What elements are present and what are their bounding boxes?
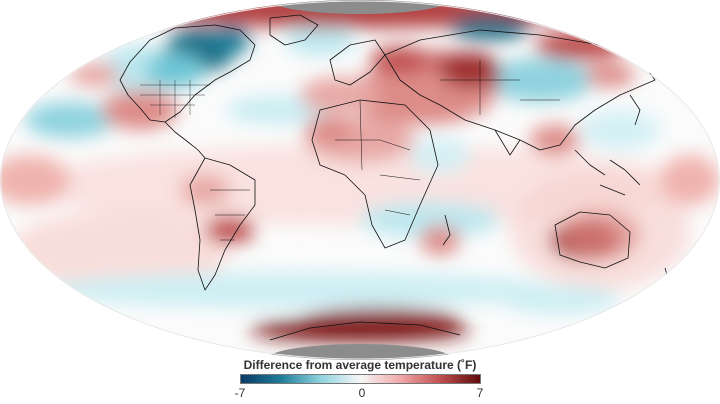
map-globe <box>0 0 720 360</box>
legend-tick-min: -7 <box>234 386 246 400</box>
legend-tick-max: 7 <box>476 386 484 400</box>
no-data-south-pole <box>265 344 455 360</box>
legend-tick-zero: 0 <box>358 386 366 400</box>
world-temperature-anomaly-map <box>0 0 720 360</box>
legend-title: Difference from average temperature (˚F) <box>243 358 477 372</box>
legend-colorbar <box>240 374 481 384</box>
no-data-north-pole <box>270 0 450 14</box>
coastlines <box>119 14 671 341</box>
map-outline <box>0 0 720 360</box>
